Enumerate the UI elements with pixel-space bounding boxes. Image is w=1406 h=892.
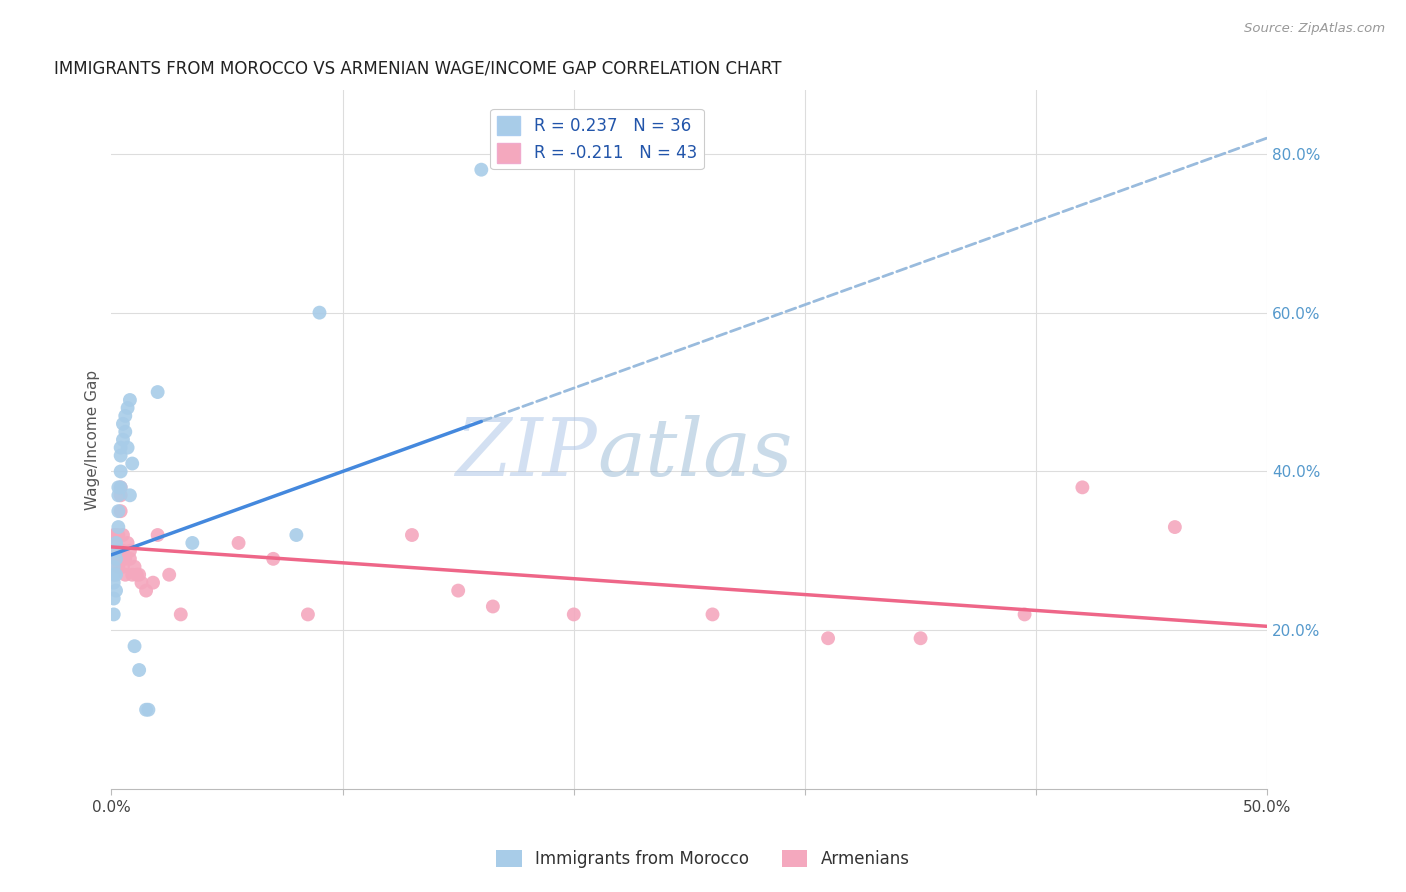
Point [401,528,423,542]
Point [105,551,128,566]
Point [117,401,139,415]
Point [105,544,128,558]
Point [107,504,129,518]
Point [111,559,134,574]
Point [110,449,132,463]
Point [308,305,330,319]
Point [111,544,134,558]
Text: IMMIGRANTS FROM MOROCCO VS ARMENIAN WAGE/INCOME GAP CORRELATION CHART: IMMIGRANTS FROM MOROCCO VS ARMENIAN WAGE… [53,60,782,78]
Point [181,536,204,550]
Point [103,544,125,558]
Text: ZIP: ZIP [456,415,598,492]
Point [110,480,132,494]
Point [117,536,139,550]
Point [124,639,146,653]
Point [482,599,505,614]
Point [157,567,180,582]
Point [1071,480,1094,494]
Point [118,488,141,502]
Point [447,583,470,598]
Point [111,528,134,542]
Text: atlas: atlas [598,415,792,492]
Point [110,488,132,502]
Point [118,544,141,558]
Point [262,551,284,566]
Point [562,607,585,622]
Point [114,409,136,423]
Point [121,457,143,471]
Point [146,385,169,400]
Point [285,528,308,542]
Text: Source: ZipAtlas.com: Source: ZipAtlas.com [1244,22,1385,36]
Point [103,567,125,582]
Point [228,536,250,550]
Point [107,559,129,574]
Point [110,465,132,479]
Point [146,528,169,542]
Point [107,488,129,502]
Point [111,433,134,447]
Point [117,441,139,455]
Point [118,392,141,407]
Point [105,536,128,550]
Point [103,607,125,622]
Point [170,607,193,622]
Point [125,567,148,582]
Point [128,663,150,677]
Point [142,575,165,590]
Point [107,551,129,566]
Point [105,551,128,566]
Point [131,575,153,590]
Point [114,551,136,566]
Point [110,441,132,455]
Point [1014,607,1036,622]
Legend: R = 0.237   N = 36, R = -0.211   N = 43: R = 0.237 N = 36, R = -0.211 N = 43 [491,109,703,169]
Point [124,559,146,574]
Point [107,520,129,534]
Point [103,591,125,606]
Point [817,632,839,646]
Point [114,567,136,582]
Point [138,703,160,717]
Point [103,528,125,542]
Point [107,544,129,558]
Point [114,425,136,439]
Point [103,575,125,590]
Point [470,162,492,177]
Point [107,480,129,494]
Point [110,504,132,518]
Point [121,567,143,582]
Point [297,607,319,622]
Point [103,559,125,574]
Point [107,528,129,542]
Point [135,583,157,598]
Point [1164,520,1187,534]
Point [111,417,134,431]
Point [105,583,128,598]
Point [110,480,132,494]
Point [105,528,128,542]
Point [702,607,724,622]
Point [135,703,157,717]
Legend: Immigrants from Morocco, Armenians: Immigrants from Morocco, Armenians [489,843,917,875]
Point [105,536,128,550]
Point [910,632,932,646]
Point [105,567,128,582]
Point [118,551,141,566]
Y-axis label: Wage/Income Gap: Wage/Income Gap [86,369,100,509]
Point [128,567,150,582]
